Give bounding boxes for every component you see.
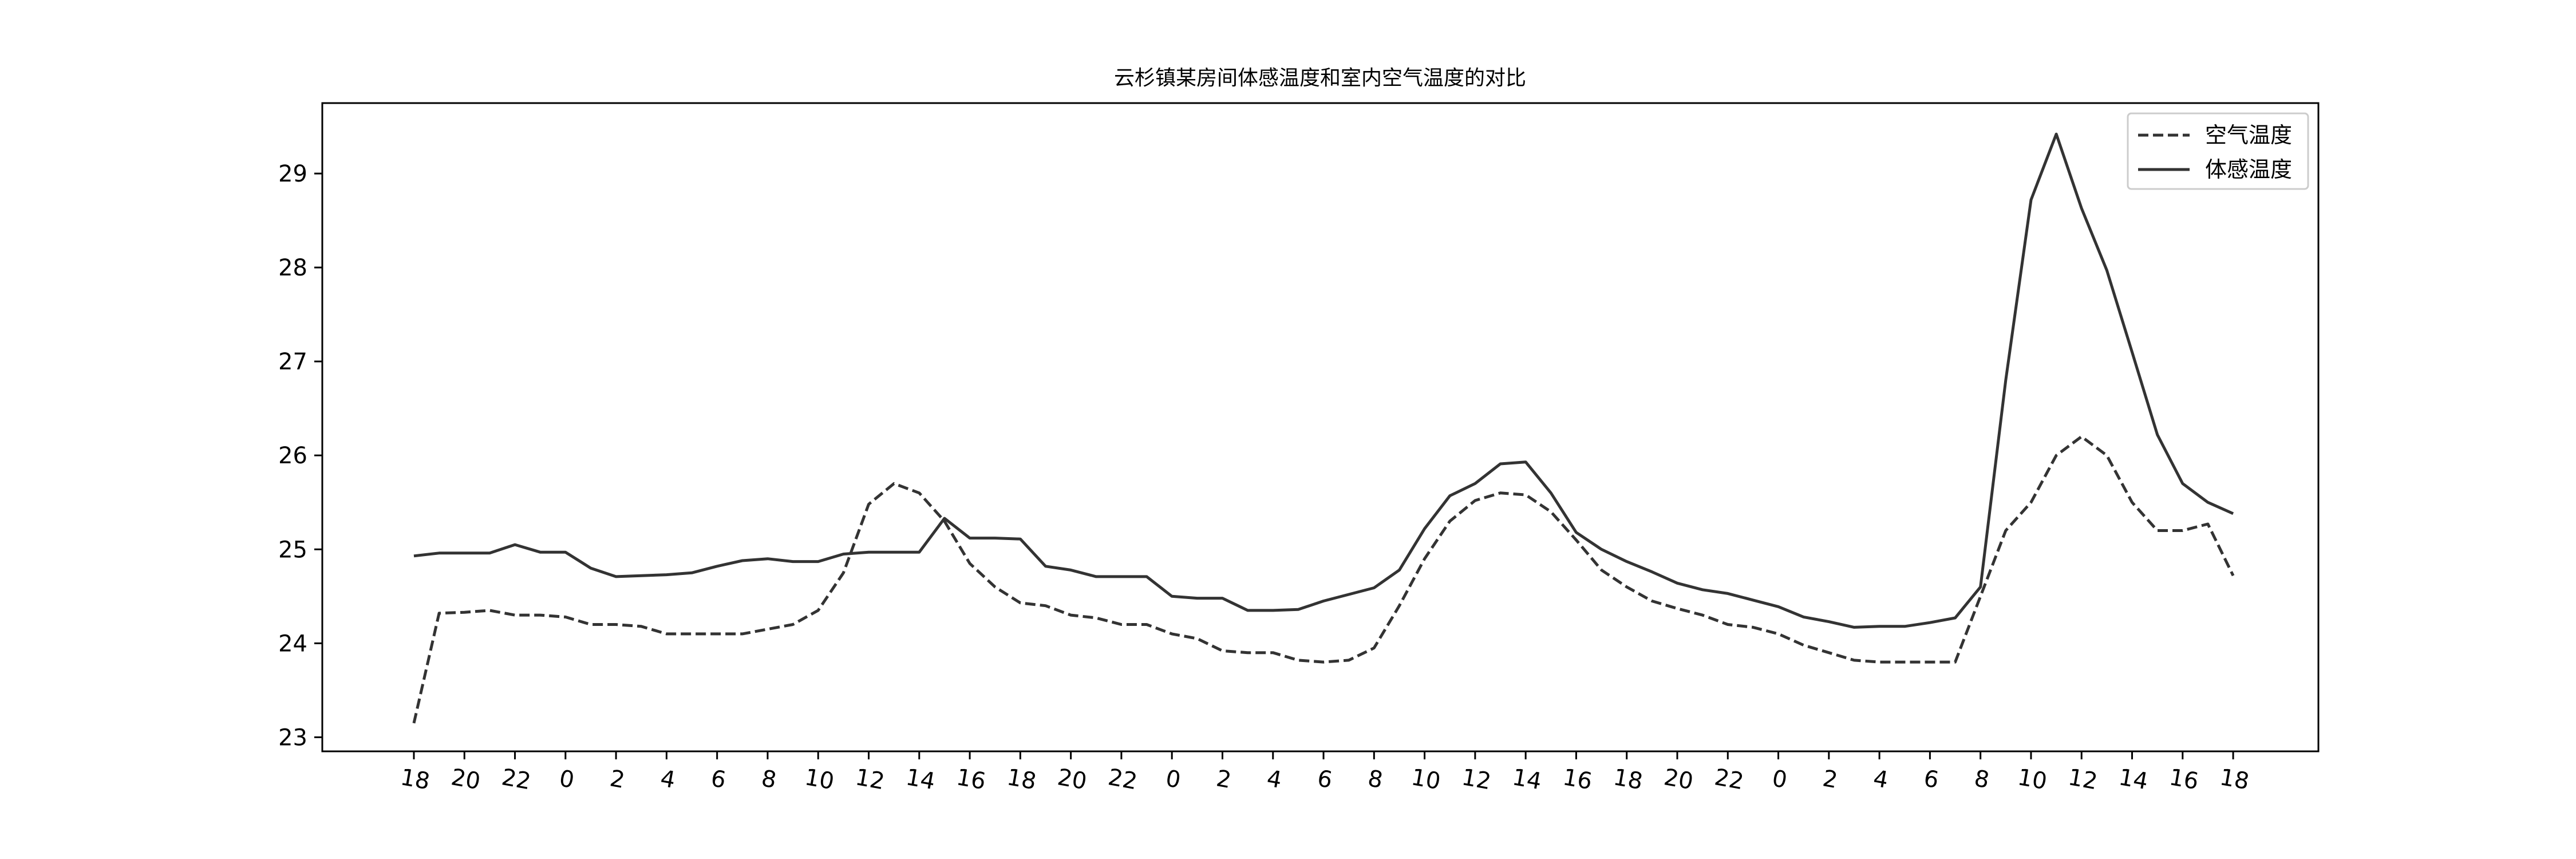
- x-tick-label: 4: [658, 765, 677, 794]
- y-tick-label: 23: [278, 724, 307, 751]
- x-tick-label: 4: [1265, 765, 1283, 794]
- x-tick-label: 22: [1106, 764, 1139, 795]
- x-tick-label: 12: [2066, 764, 2099, 795]
- x-tick-label: 0: [558, 765, 576, 794]
- x-tick-label: 12: [1460, 764, 1493, 795]
- y-tick-label: 29: [278, 161, 307, 187]
- series-line-2: [413, 132, 2234, 629]
- x-tick-label: 14: [2117, 764, 2150, 795]
- x-tick-label: 8: [1972, 765, 1991, 794]
- x-tick-label: 18: [1611, 764, 1645, 795]
- series-layer: [412, 132, 2235, 724]
- x-tick-label: 20: [1056, 764, 1089, 795]
- x-tick-label: 10: [2016, 764, 2049, 795]
- x-tick-label: 18: [398, 764, 432, 795]
- x-tick-label: 6: [709, 765, 728, 794]
- x-tick-label: 2: [1821, 765, 1840, 794]
- series-line-1: [412, 435, 2235, 724]
- x-tick-label: 0: [1164, 765, 1183, 794]
- y-axis: 23 24 25 26 27 28 29: [278, 161, 322, 751]
- x-tick-label: 14: [1510, 764, 1543, 795]
- y-tick-label: 26: [278, 443, 307, 469]
- x-tick-label: 18: [1005, 764, 1038, 795]
- x-tick-label: 16: [1561, 764, 1594, 795]
- x-tick-label: 18: [2218, 764, 2251, 795]
- x-tick-label: 6: [1315, 765, 1334, 794]
- x-tick-label: 6: [1922, 765, 1941, 794]
- y-tick-label: 24: [278, 631, 307, 657]
- x-tick-label: 22: [1712, 764, 1745, 795]
- y-tick-label: 28: [278, 255, 307, 281]
- x-tick-label: 16: [2167, 764, 2200, 795]
- x-tick-label: 20: [1662, 764, 1695, 795]
- x-tick-label: 14: [904, 764, 937, 795]
- x-tick-label: 16: [954, 764, 987, 795]
- x-tick-label: 8: [760, 765, 779, 794]
- x-tick-label: 12: [854, 764, 887, 795]
- x-tick-label: 10: [803, 764, 836, 795]
- x-tick-label: 20: [449, 764, 482, 795]
- y-tick-label: 27: [278, 349, 307, 375]
- plot-area-frame: [321, 102, 2320, 752]
- x-tick-label: 8: [1366, 765, 1385, 794]
- x-tick-label: 2: [608, 765, 627, 794]
- legend-label-1: 空气温度: [2205, 123, 2292, 148]
- y-tick-label: 25: [278, 537, 307, 563]
- x-axis: 18 20 22 0 2 4 6 8 10 12 14 16 18 20 22 0 2 4 6 8 10 12 14 16 18…: [398, 751, 2251, 795]
- x-tick-label: 2: [1214, 765, 1233, 794]
- x-tick-label: 0: [1770, 765, 1789, 794]
- x-tick-label: 10: [1409, 764, 1443, 795]
- x-tick-label: 22: [500, 764, 533, 795]
- chart-title: 云杉镇某房间体感温度和室内空气温度的对比: [1114, 66, 1526, 90]
- legend-label-2: 体感温度: [2205, 157, 2292, 182]
- x-tick-label: 4: [1871, 765, 1890, 794]
